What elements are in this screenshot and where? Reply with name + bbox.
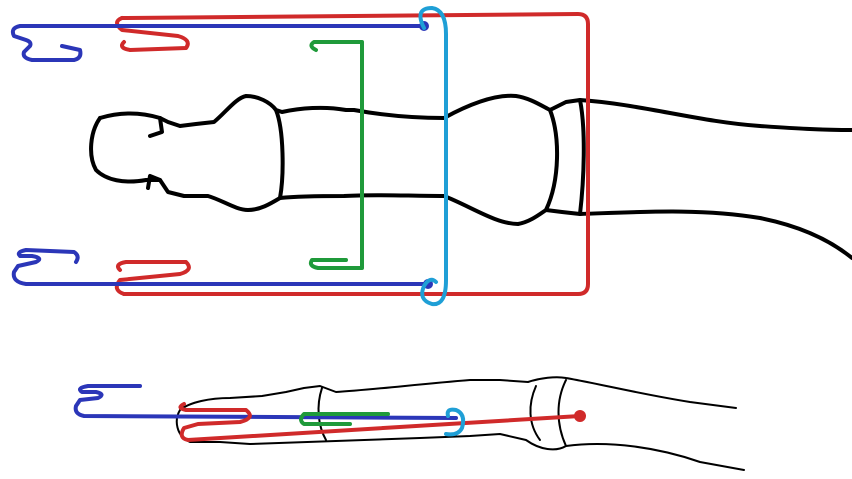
tip-notch-lower	[146, 174, 162, 190]
side-cyan-wire	[444, 407, 466, 437]
top-view	[10, 6, 852, 307]
side-red-wire	[178, 402, 586, 442]
side-view	[73, 376, 745, 471]
red-frame	[120, 12, 590, 296]
side-red-pin	[574, 410, 586, 422]
joint-line-2	[544, 108, 560, 212]
top-green-wire	[308, 40, 364, 270]
side-green-wire-path	[299, 412, 390, 426]
side-cyan-loop	[444, 407, 466, 437]
blue-wire-upper	[10, 24, 426, 62]
joint-line-1	[274, 108, 285, 200]
side-blue-wire	[73, 384, 458, 420]
side-red-wire-path	[178, 402, 582, 442]
side-blue-wire-path	[73, 384, 458, 420]
distal-phalanx-outline	[98, 93, 852, 132]
cyan-loop	[418, 6, 448, 307]
side-bone-top	[179, 376, 737, 411]
top-bone-outline	[89, 93, 852, 260]
side-joint-2	[529, 385, 541, 441]
top-cyan-wire	[418, 6, 448, 307]
red-clip-top	[115, 16, 190, 52]
side-bone-bottom	[175, 409, 745, 471]
side-joint-3	[557, 379, 567, 447]
red-clip-bottom	[114, 260, 191, 296]
side-green-wire	[299, 412, 390, 426]
tip-notch	[148, 116, 164, 138]
joint-line-3	[578, 98, 586, 216]
blue-wire-lower	[11, 248, 430, 286]
bone-outline-bottom	[89, 116, 852, 260]
side-bone-outline	[175, 376, 745, 471]
green-bracket	[308, 40, 364, 270]
top-blue-wire	[10, 21, 433, 289]
top-red-wire	[114, 12, 590, 296]
